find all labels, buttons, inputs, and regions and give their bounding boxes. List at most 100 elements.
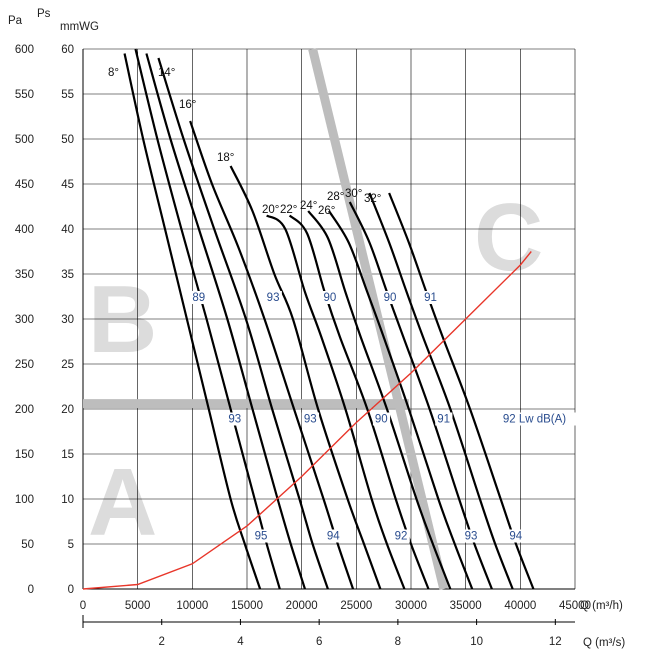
blade-angle-label: 14°	[158, 67, 175, 79]
angle-label-layer: 8° 14° 16° 18° 20° 22° 24° 26° 28° 30° 32°	[108, 67, 381, 217]
zone-letter-c: C	[474, 184, 543, 291]
sound-level-bg	[324, 529, 343, 543]
sound-level-bg	[226, 412, 244, 426]
m3s-tick-label: 6	[316, 636, 322, 648]
m3s-tick-label: 2	[159, 636, 165, 648]
mmwg-tick-label: 15	[61, 449, 74, 461]
sound-level-layer: 89 93 90 90 91 93 93 90 91 92 Lw dB(A) 95 94 92 93 94	[190, 291, 578, 543]
blade-angle-label: 16°	[179, 99, 196, 111]
m3h-tick-label: 10000	[176, 600, 208, 612]
system-curve	[82, 251, 532, 590]
m3h-tick-label: 40000	[504, 600, 536, 612]
sound-level-label: 94	[509, 531, 522, 543]
fan-curve-10	[328, 210, 474, 590]
mmwg-tick-label: 25	[61, 359, 74, 371]
blade-angle-label: 30°	[345, 188, 362, 200]
mmwg-tick-label: 5	[68, 539, 74, 551]
y-right-unit: mmWG	[60, 21, 99, 33]
mmwg-tick-label: 55	[61, 89, 74, 101]
fan-curve-7	[266, 214, 406, 590]
pa-tick-label: 300	[15, 314, 34, 326]
mmwg-tick-label: 40	[61, 224, 74, 236]
blade-angle-label: 8°	[108, 67, 119, 79]
system-curve-layer	[82, 251, 532, 590]
fan-curve-12	[368, 192, 514, 590]
sound-level-bg	[435, 412, 453, 426]
m3s-tick-label: 10	[470, 636, 483, 648]
mmwg-tick-label: 30	[61, 314, 74, 326]
sound-level-bg	[500, 412, 578, 426]
sound-level-bg	[264, 291, 282, 304]
pa-tick-label: 600	[15, 44, 34, 56]
m3h-tick-label: 25000	[340, 600, 372, 612]
m3h-tick-label: 20000	[286, 600, 318, 612]
blade-angle-label: 22°	[280, 204, 297, 216]
sound-level-bg	[462, 529, 480, 543]
mmwg-tick-label: 35	[61, 269, 74, 281]
sound-level-label: 90	[324, 292, 337, 304]
pa-tick-label: 350	[15, 269, 34, 281]
pa-tick-label: 400	[15, 224, 34, 236]
pa-tick-label: 100	[15, 494, 34, 506]
tick-layer: 0501001502002503003504004505005506000510…	[15, 44, 591, 648]
m3s-tick-label: 4	[237, 636, 244, 648]
pa-tick-label: 450	[15, 179, 34, 191]
pa-tick-label: 150	[15, 449, 34, 461]
sound-level-label: 91	[437, 414, 450, 426]
fan-curve-4	[157, 57, 329, 590]
sound-level-label: 95	[255, 531, 268, 543]
x-secondary-axis-label: Q (m³/s)	[583, 637, 625, 649]
sound-level-label: 90	[375, 414, 388, 426]
sound-level-label: 89	[192, 292, 205, 304]
sound-level-bg	[190, 291, 208, 304]
axes-layer	[82, 615, 575, 628]
m3h-tick-label: 45000	[559, 600, 591, 612]
sound-level-label: 90	[384, 292, 397, 304]
blade-angle-label: 20°	[262, 204, 279, 216]
mmwg-tick-label: 60	[61, 44, 74, 56]
pa-tick-label: 50	[21, 539, 34, 551]
sound-level-bg	[392, 529, 410, 543]
mmwg-tick-label: 20	[61, 404, 74, 416]
sound-level-bg	[321, 291, 339, 304]
fan-curve-3	[145, 53, 306, 590]
x-axis-label: Q (m³/h)	[580, 600, 623, 612]
blade-angle-label: 18°	[217, 152, 234, 164]
fan-curve-1	[123, 53, 262, 590]
y-left-unit: Pa	[8, 15, 23, 27]
sound-level-label: 93	[267, 292, 280, 304]
blade-angle-label: 24°	[300, 200, 317, 212]
sound-level-bg	[422, 291, 440, 304]
zone-letter-b: B	[88, 266, 157, 373]
sound-level-bg	[507, 529, 525, 543]
sound-level-label: 92 Lw dB(A)	[503, 414, 566, 426]
sound-level-label: 93	[465, 531, 478, 543]
mmwg-tick-label: 0	[68, 584, 74, 596]
sound-level-bg	[381, 291, 399, 304]
sound-level-label: 94	[327, 531, 340, 543]
m3h-tick-label: 0	[80, 600, 86, 612]
blade-angle-label: 32°	[364, 193, 381, 205]
pa-tick-label: 200	[15, 404, 34, 416]
zone-layer: AB C	[88, 184, 543, 556]
m3h-tick-label: 30000	[395, 600, 427, 612]
sound-level-label: 93	[228, 414, 241, 426]
sound-level-label: 93	[304, 414, 317, 426]
sound-level-bg	[301, 412, 320, 426]
sound-level-bg	[372, 412, 391, 426]
m3s-tick-label: 12	[549, 636, 562, 648]
pa-tick-label: 550	[15, 89, 34, 101]
y-right-title: Ps	[37, 8, 51, 20]
sound-level-label: 91	[424, 292, 437, 304]
fan-curve-9	[307, 210, 452, 590]
fan-curve-6	[229, 165, 382, 590]
blade-angle-label: 26°	[318, 205, 335, 217]
sound-level-label: 92	[395, 531, 408, 543]
m3h-tick-label: 5000	[125, 600, 151, 612]
pa-tick-label: 0	[28, 584, 34, 596]
zone-letter-a: A	[88, 449, 157, 556]
m3h-tick-label: 35000	[450, 600, 482, 612]
m3h-tick-label: 15000	[231, 600, 263, 612]
mmwg-tick-label: 50	[61, 134, 74, 146]
